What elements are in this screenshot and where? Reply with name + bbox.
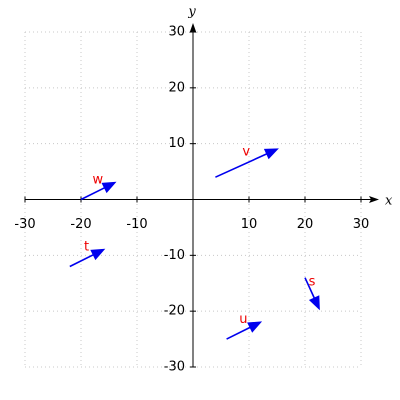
x-tick-label: -30 — [14, 217, 35, 232]
y-tick-label: -10 — [164, 248, 185, 263]
x-tick-label: 30 — [353, 217, 370, 232]
vector — [69, 248, 106, 268]
vector-label: t — [84, 240, 89, 255]
y-tick-label: 20 — [168, 80, 185, 95]
vector-label: w — [92, 173, 103, 188]
vector-label: v — [242, 145, 250, 160]
y-tick-label: -30 — [164, 360, 185, 375]
vector-label: u — [239, 312, 247, 327]
x-tick-label: -10 — [126, 217, 147, 232]
y-axis-arrow — [189, 23, 197, 33]
y-tick-label: 30 — [168, 25, 185, 40]
x-axis-label: x — [385, 194, 393, 209]
vector — [215, 148, 279, 178]
x-tick-label: 10 — [241, 217, 258, 232]
y-tick-label: -20 — [164, 304, 185, 319]
vector — [226, 321, 263, 340]
x-tick-label: -20 — [70, 217, 91, 232]
vector — [80, 181, 117, 201]
vector — [304, 277, 320, 311]
vector-label: s — [309, 275, 316, 290]
x-tick-label: 20 — [297, 217, 314, 232]
x-axis-arrow — [369, 196, 379, 203]
y-tick-label: 10 — [168, 136, 185, 151]
y-axis-label: y — [187, 5, 196, 20]
